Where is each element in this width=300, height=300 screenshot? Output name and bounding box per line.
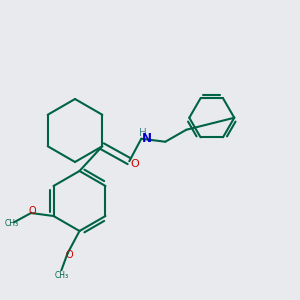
Text: CH₃: CH₃ [54, 272, 69, 280]
Text: O: O [65, 250, 73, 260]
Text: O: O [28, 206, 36, 217]
Text: CH₃: CH₃ [4, 219, 19, 228]
Text: N: N [142, 132, 152, 145]
Text: O: O [130, 159, 139, 169]
Text: H: H [139, 128, 147, 138]
